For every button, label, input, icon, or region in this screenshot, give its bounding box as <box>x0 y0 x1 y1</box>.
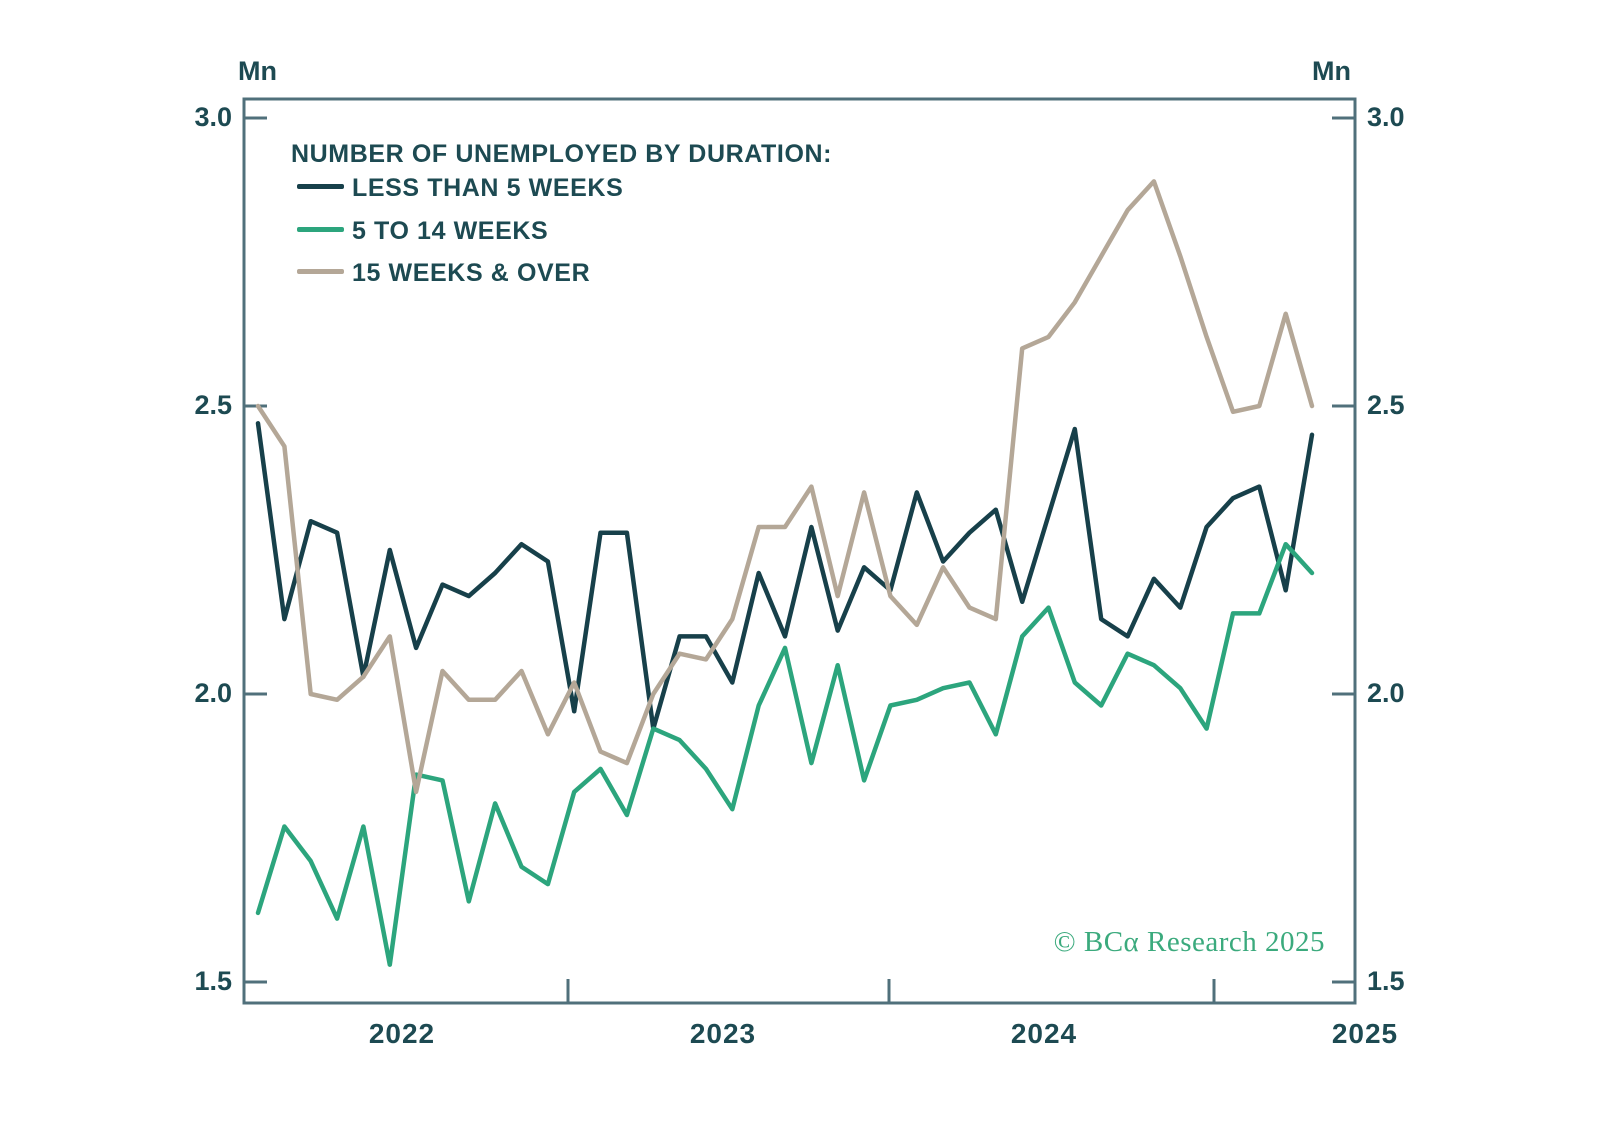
legend-line-swatch-5-to-14-weeks <box>297 227 344 232</box>
legend-line-swatch-15-weeks-over <box>297 269 344 274</box>
y-tick-label-right: 1.5 <box>1367 966 1405 996</box>
series-line-5-to-14-weeks <box>255 541 1315 967</box>
y-tick-label-left: 2.5 <box>194 390 232 420</box>
series-lines <box>255 179 1315 967</box>
legend-label-15-weeks-over: 15 WEEKS & OVER <box>352 259 591 287</box>
y-tick-label-left: 1.5 <box>194 966 232 996</box>
series-line-less-than-5-weeks <box>255 421 1315 731</box>
y-tick-label-right: 3.0 <box>1367 102 1405 132</box>
unit-label-left: Mn <box>238 56 277 86</box>
x-tick-label-2024: 2024 <box>1010 1018 1078 1049</box>
y-tick-label-left: 3.0 <box>194 102 232 132</box>
copyright-watermark: © BCα Research 2025 <box>1053 926 1325 958</box>
y-ticks-right <box>1332 116 1355 984</box>
x-tick-label-2023: 2023 <box>689 1018 757 1049</box>
x-ticks <box>566 979 1216 1003</box>
unit-label-right: Mn <box>1312 56 1351 86</box>
legend-label-less-than-5-weeks: LESS THAN 5 WEEKS <box>352 174 624 202</box>
y-tick-label-right: 2.5 <box>1367 390 1405 420</box>
legend-line-swatch-less-than-5-weeks <box>297 184 344 189</box>
y-ticks-left <box>244 116 267 984</box>
series-line-15-weeks-over <box>255 179 1315 795</box>
x-tick-label-2025: 2025 <box>1331 1018 1399 1049</box>
legend-title: NUMBER OF UNEMPLOYED BY DURATION: <box>291 140 833 168</box>
y-tick-label-left: 2.0 <box>194 678 232 708</box>
legend-label-5-to-14-weeks: 5 TO 14 WEEKS <box>352 217 549 245</box>
x-tick-label-2022: 2022 <box>368 1018 436 1049</box>
y-tick-label-right: 2.0 <box>1367 678 1405 708</box>
plot-frame <box>242 97 1357 1005</box>
